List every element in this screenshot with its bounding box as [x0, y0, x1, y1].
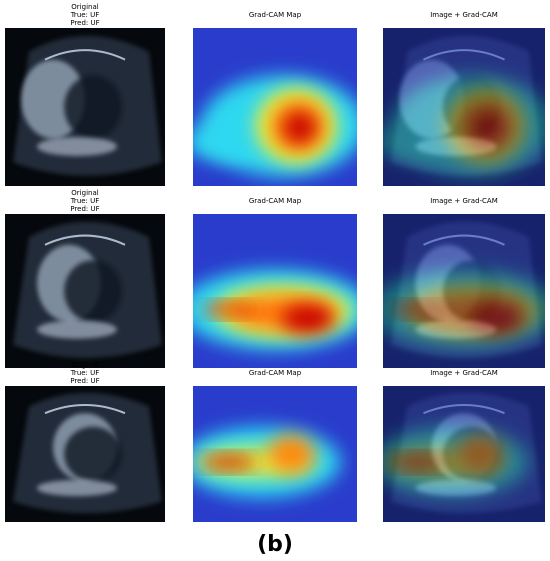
- gradcam-map: [193, 214, 357, 368]
- ultrasound-image: [5, 386, 165, 522]
- gradcam-map: [193, 386, 357, 522]
- pred-label: Pred: UF: [70, 205, 99, 213]
- pred-label: Pred: UF: [70, 19, 99, 27]
- overlay-title: Image + Grad-CAM: [430, 369, 498, 377]
- ultrasound-image: [5, 28, 165, 186]
- original-title: Original: [71, 361, 98, 369]
- true-label: True: UF: [70, 369, 100, 377]
- gradcam-title: Grad-CAM Map: [249, 11, 302, 19]
- gradcam-title: Grad-CAM Map: [249, 369, 302, 377]
- overlay-image: [383, 214, 545, 368]
- original-title: Original: [71, 3, 98, 11]
- true-label: True: UF: [70, 11, 100, 19]
- true-label: True: UF: [70, 197, 100, 205]
- overlay-image: [383, 386, 545, 522]
- overlay-title: Image + Grad-CAM: [430, 11, 498, 19]
- overlay-image: [383, 28, 545, 186]
- overlay-title: Image + Grad-CAM: [430, 197, 498, 205]
- gradcam-title: Grad-CAM Map: [249, 197, 302, 205]
- caption: (b): [257, 532, 293, 557]
- ultrasound-image: [5, 214, 165, 368]
- original-title: Original: [71, 189, 98, 197]
- gradcam-map: [193, 28, 357, 186]
- pred-label: Pred: UF: [70, 377, 99, 385]
